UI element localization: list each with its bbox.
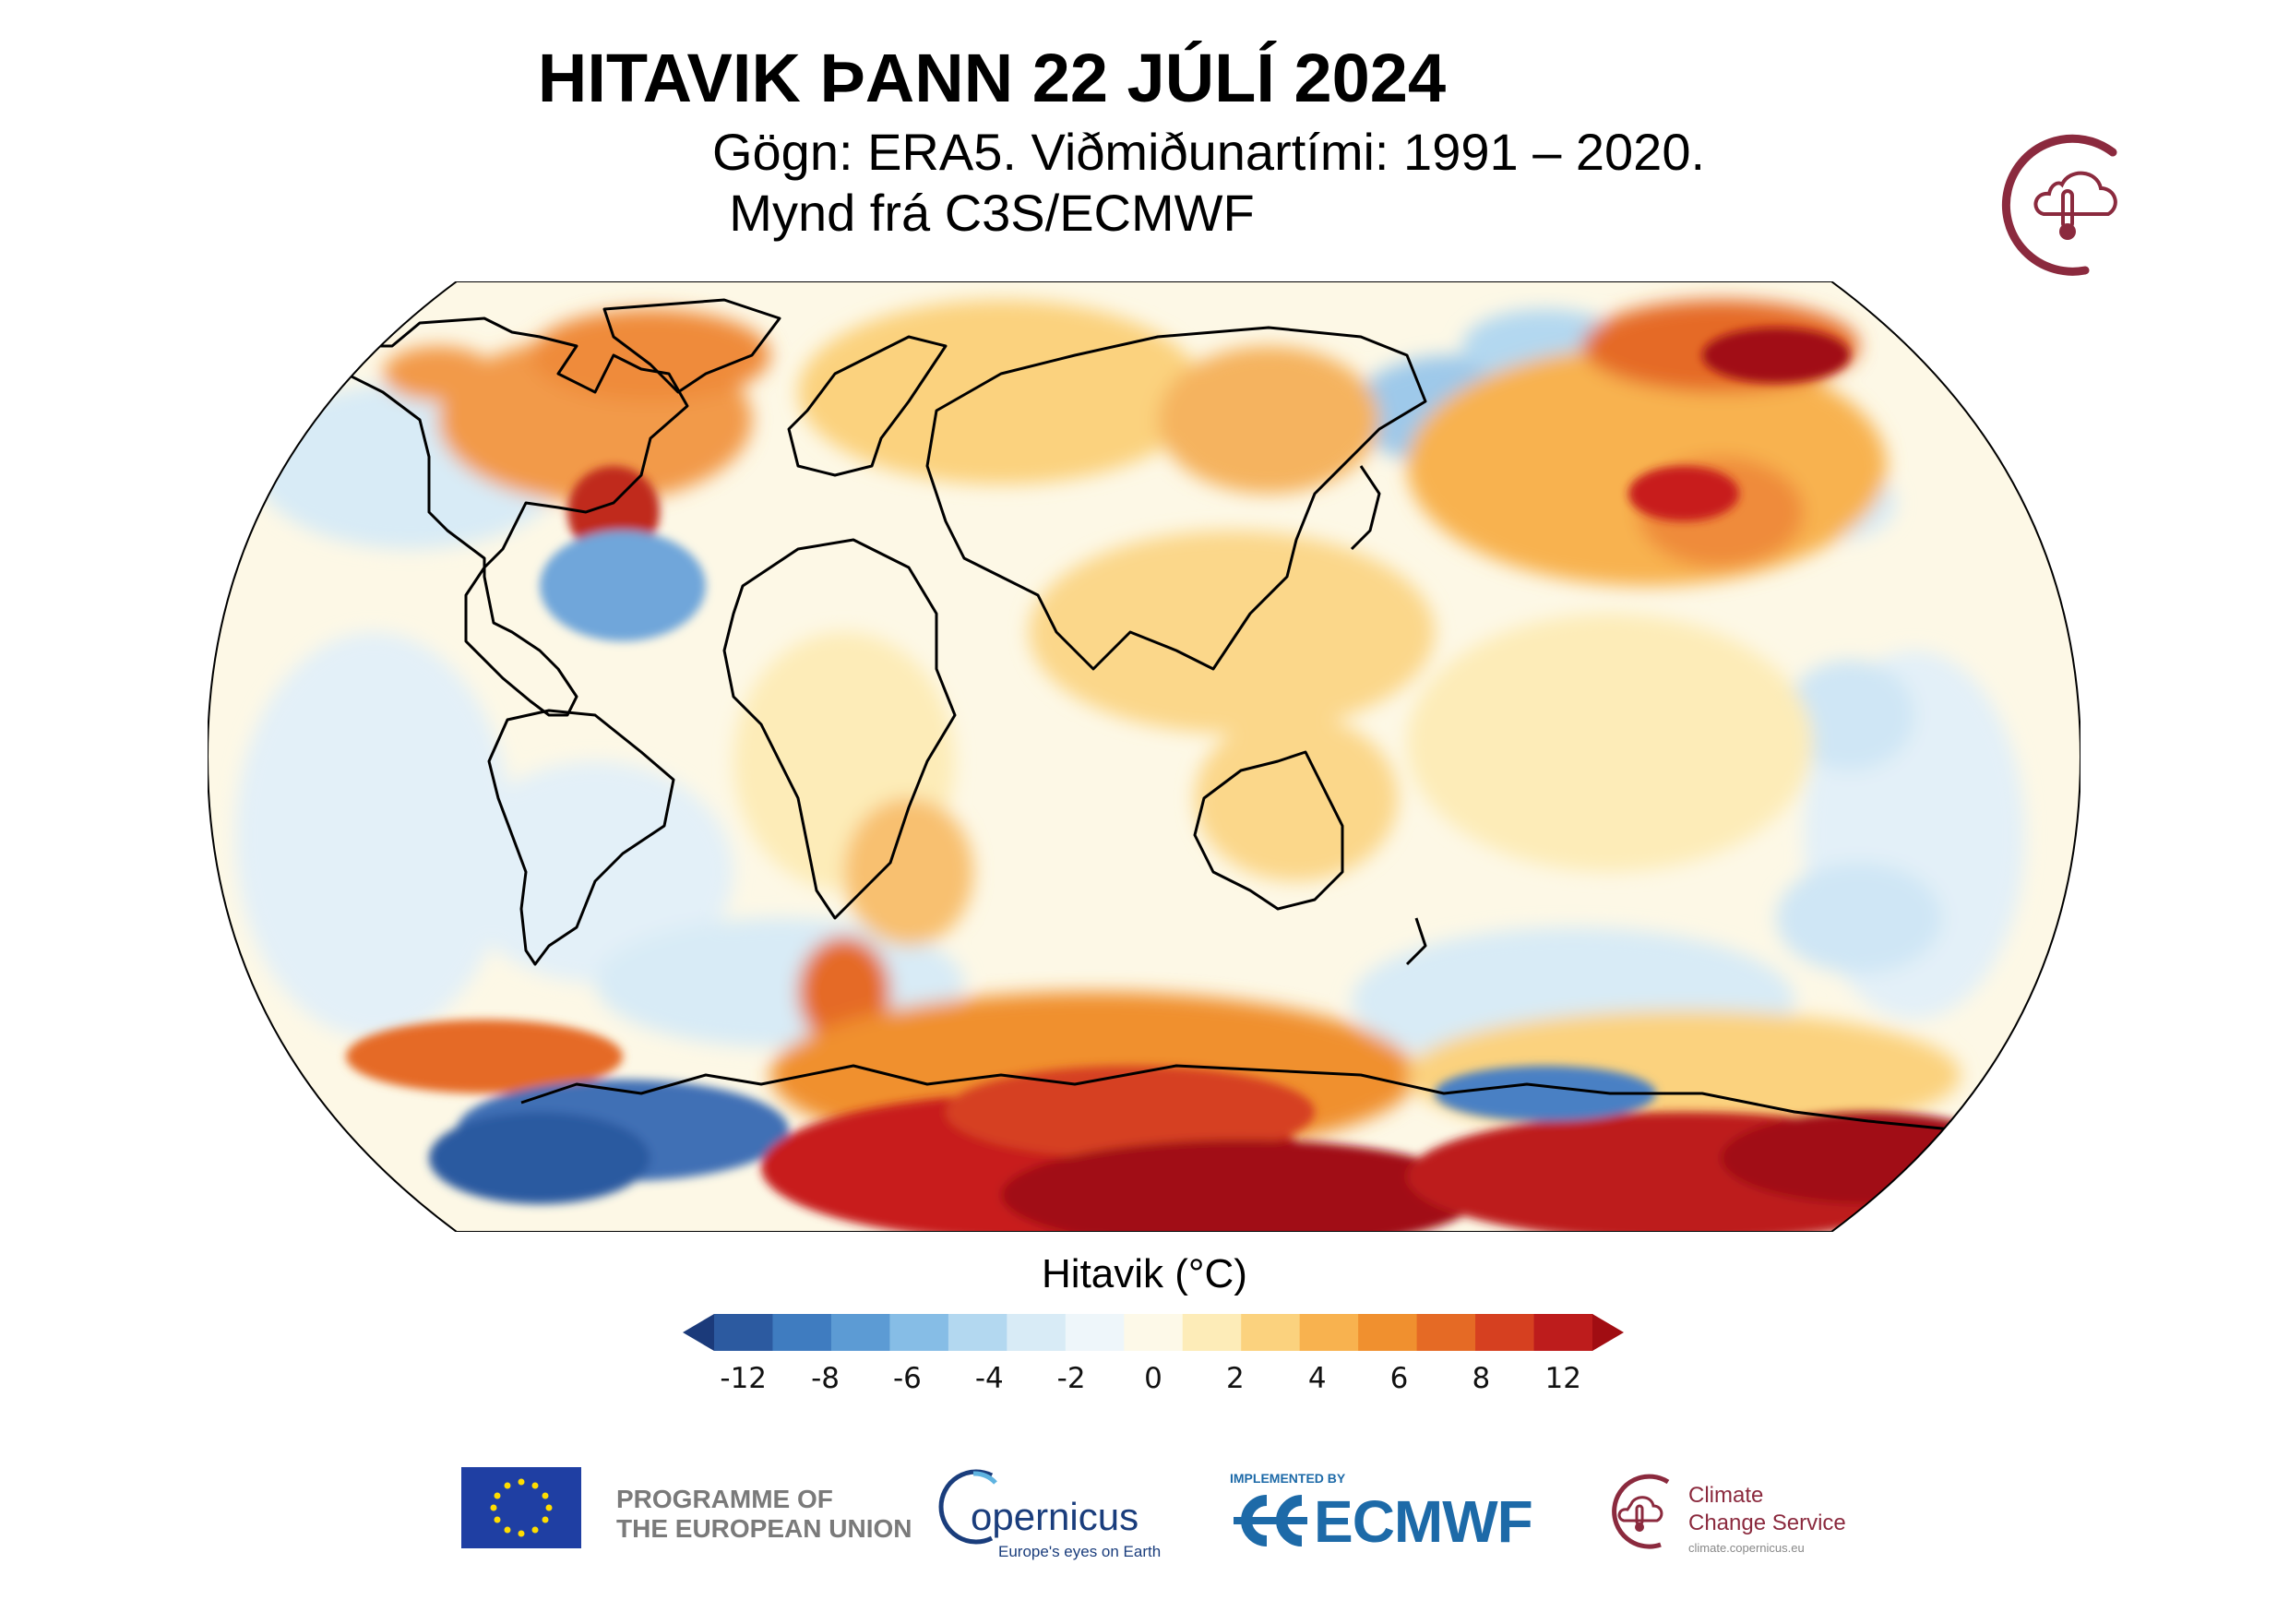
copernicus-wordmark: opernicus	[971, 1495, 1139, 1538]
colorbar-segment	[1533, 1314, 1593, 1351]
colorbar-segment	[1182, 1314, 1242, 1351]
eu-union-label: THE EUROPEAN UNION	[616, 1514, 912, 1543]
colorbar-tick-label: 8	[1472, 1362, 1491, 1395]
ecmwf-logo-icon	[1234, 1495, 1307, 1546]
colorbar-segment	[1416, 1314, 1476, 1351]
ecmwf-implemented-label: IMPLEMENTED BY	[1230, 1471, 1346, 1486]
colorbar-segment	[1358, 1314, 1418, 1351]
north-america-coastline	[293, 316, 689, 717]
australia-coastline	[1193, 750, 1344, 911]
ecmwf-wordmark: ECMWF	[1314, 1488, 1533, 1555]
europe-coastline	[787, 335, 948, 477]
colorbar-tick-label: 0	[1144, 1362, 1162, 1395]
colorbar-segment	[1065, 1314, 1125, 1351]
new-zealand-coastline	[1405, 917, 1427, 966]
c3s-name-line1: Climate	[1688, 1483, 1764, 1508]
colorbar-segment	[772, 1314, 832, 1351]
greenland-coastline	[602, 298, 781, 394]
anomaly-field	[235, 300, 2025, 1158]
colorbar-extend-high	[1592, 1314, 1624, 1351]
colorbar-extend-low	[683, 1314, 714, 1351]
colorbar-tick-label: 6	[1389, 1362, 1409, 1395]
colorbar-tick-label: 4	[1307, 1362, 1327, 1395]
colorbar-segment	[889, 1314, 949, 1351]
asia-coastline	[925, 326, 1427, 671]
colorbar-tick-label: -2	[1056, 1362, 1086, 1395]
colorbar-tick-label: -6	[892, 1362, 922, 1395]
colorbar-tick-label: 2	[1225, 1362, 1245, 1395]
c3s-url: climate.copernicus.eu	[1688, 1541, 1805, 1555]
colorbar-segment	[830, 1314, 890, 1351]
temperature-anomaly-map	[208, 281, 2080, 1232]
africa-coastline	[722, 538, 957, 920]
colorbar-segment	[1007, 1314, 1067, 1351]
colorbar-segment	[714, 1314, 773, 1351]
map-subtitle-data: Gögn: ERA5. Viðmiðunartími: 1991 – 2020.	[711, 123, 1706, 181]
copernicus-logo-icon	[938, 1469, 997, 1545]
colorbar-segment	[1299, 1314, 1359, 1351]
colorbar-segment	[948, 1314, 1007, 1351]
colorbar-tick-label: -8	[811, 1362, 840, 1395]
map-border	[208, 281, 2080, 1232]
eu-flag-icon	[461, 1467, 581, 1548]
c3s-emblem-icon	[2001, 134, 2117, 276]
anomaly-extremes	[346, 328, 2016, 1232]
colorbar	[683, 1314, 1624, 1351]
colorbar-segment	[1241, 1314, 1301, 1351]
colorbar-tick-label: -12	[720, 1362, 768, 1395]
copernicus-tagline: Europe's eyes on Earth	[998, 1543, 1162, 1560]
coastlines	[293, 298, 2008, 1169]
colorbar-tick-label: -4	[974, 1362, 1004, 1395]
colorbar-tick-label: 12	[1544, 1362, 1581, 1395]
japan-coastline	[1350, 465, 1381, 551]
eu-programme-label: PROGRAMME OF	[616, 1485, 833, 1513]
antarctica-coastline	[520, 1064, 2008, 1169]
south-america-coastline	[487, 709, 675, 966]
c3s-name-line2: Change Service	[1688, 1511, 1846, 1535]
c3s-logo-icon	[1612, 1474, 1670, 1549]
colorbar-segment	[1475, 1314, 1535, 1351]
colorbar-title: Hitavik (°C)	[1042, 1251, 1247, 1296]
map-title: HITAVIK ÞANN 22 JÚLÍ 2024	[537, 40, 1447, 116]
map-subtitle-source: Mynd frá C3S/ECMWF	[729, 184, 1255, 242]
colorbar-segment	[1124, 1314, 1184, 1351]
